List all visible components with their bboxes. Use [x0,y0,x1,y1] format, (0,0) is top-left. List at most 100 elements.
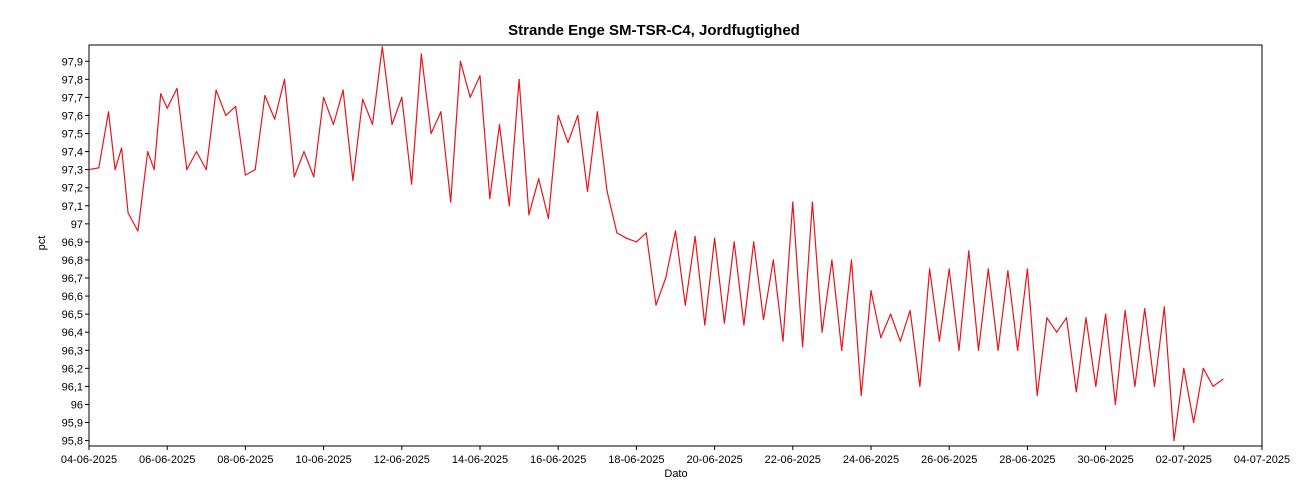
data-point [313,176,315,178]
data-point [127,212,129,214]
data-point [410,183,413,185]
data-point [997,349,999,351]
data-point [114,169,116,171]
data-point [1183,367,1185,369]
data-point [909,309,911,312]
data-point [704,324,706,326]
data-point [538,178,540,180]
series-group [88,46,1224,442]
data-point [107,111,110,113]
x-tick-label: 26-06-2025 [921,454,977,466]
data-point [899,340,901,342]
data-point [674,230,677,232]
data-point [626,237,628,239]
plot-frame [88,44,1263,447]
x-tick-label: 28-06-2025 [999,454,1055,466]
data-point [968,250,970,252]
data-point [1212,385,1214,387]
data-point [489,197,491,200]
data-point [1153,385,1156,387]
data-point [860,394,862,397]
x-tick-label: 24-06-2025 [843,454,899,466]
x-tick-label: 22-06-2025 [765,454,821,466]
data-point [528,214,530,216]
data-point [801,346,804,348]
data-point [479,75,481,77]
data-point [880,337,882,339]
data-point [401,96,403,98]
data-point [225,114,227,117]
data-point [147,150,149,153]
x-tick-label: 02-07-2025 [1156,454,1212,466]
y-tick-label: 96,4 [62,327,83,339]
data-point [166,107,168,109]
data-point [870,290,872,292]
data-point [753,241,755,243]
data-point [508,205,510,207]
data-point [264,94,266,97]
data-point [352,179,354,182]
data-point [987,268,989,270]
data-point [1085,317,1087,319]
data-point [938,340,941,342]
y-tick-label: 97,8 [62,74,83,86]
data-point [596,111,598,113]
data-point [440,111,442,113]
data-point [919,385,921,387]
x-tick-label: 18-06-2025 [608,454,664,466]
data-point [929,268,931,270]
data-point [1095,385,1097,387]
data-point [98,167,100,169]
data-point [137,230,139,232]
y-tick-label: 96,3 [62,345,83,357]
data-point [889,313,892,315]
data-point [557,114,559,117]
data-point [1144,308,1146,310]
data-point [586,190,589,192]
data-point [430,132,432,135]
x-tick-label: 08-06-2025 [217,454,273,466]
data-point [469,96,471,98]
data-point [635,241,638,243]
data-point [323,96,325,98]
data-point [244,174,246,176]
data-point [684,304,686,306]
data-point [459,60,462,62]
data-point [1046,317,1048,319]
data-point [186,169,188,171]
data-point [948,268,950,270]
y-tick-label: 97,2 [62,183,83,195]
data-point [733,241,735,243]
data-point [205,169,207,171]
data-point [371,123,374,126]
y-tick-label: 97,5 [62,129,83,141]
data-point [1134,385,1136,387]
data-point [723,322,725,324]
data-point [645,232,647,234]
data-point [1026,268,1028,270]
data-point [977,349,980,351]
x-tick-label: 10-06-2025 [295,454,351,466]
y-tick-label: 96,1 [62,381,83,393]
y-tick-label: 97,1 [62,201,83,213]
x-tick-label: 12-06-2025 [374,454,430,466]
data-point [176,87,178,89]
y-tick-label: 97,6 [62,110,83,122]
data-point [655,304,657,306]
data-point [153,169,155,171]
data-point [831,259,833,261]
y-axis-label: pct [36,236,48,251]
plot-border [88,44,1263,447]
y-tick-label: 97,7 [62,92,83,104]
data-point [1202,367,1204,369]
data-point [1222,378,1224,380]
data-point [1173,439,1175,442]
data-point [1056,331,1058,333]
data-point [1007,270,1009,272]
y-tick-label: 95,8 [62,436,83,448]
data-point [567,141,569,144]
data-point [274,118,276,120]
data-point [958,349,960,351]
y-tick-label: 96,6 [62,291,83,303]
